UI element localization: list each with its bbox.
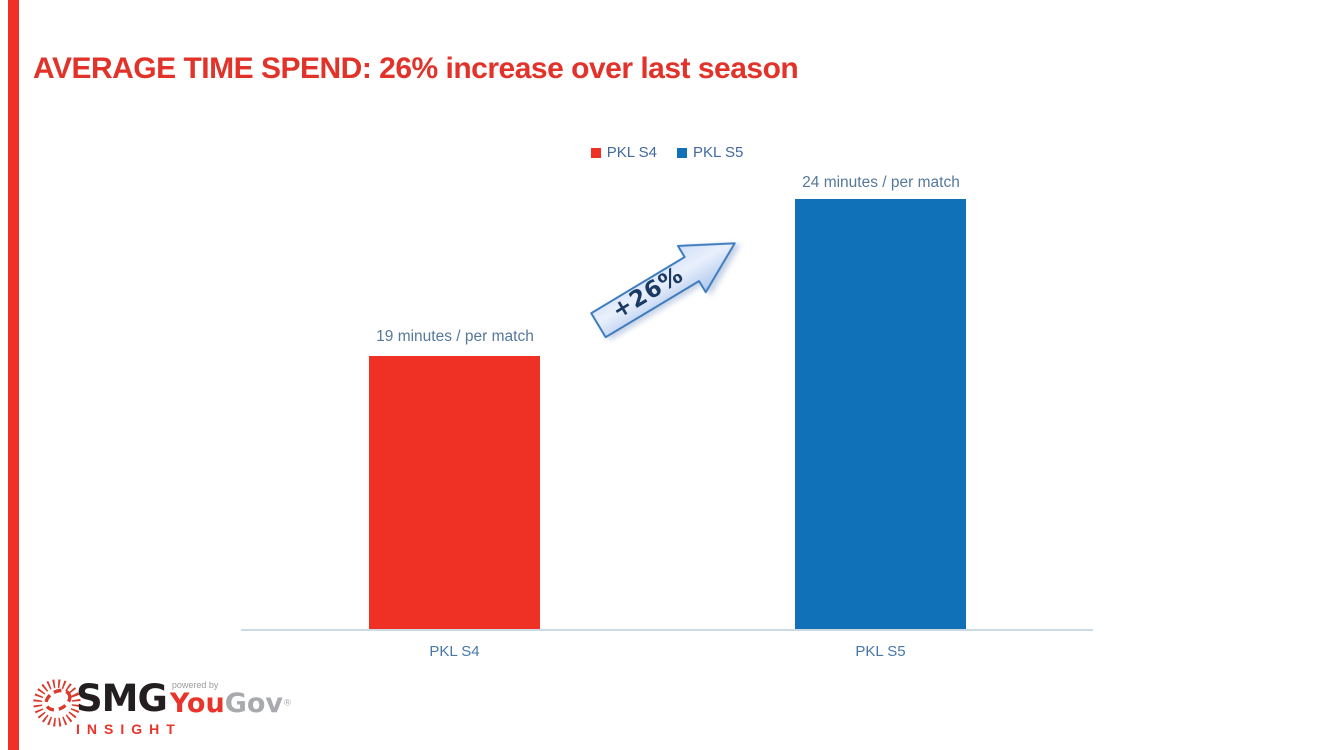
logo-insight-text: INSIGHT — [76, 721, 182, 737]
data-label-pkl-s4: 19 minutes / per match — [376, 328, 534, 345]
chart-legend: PKL S4 PKL S5 — [241, 144, 1093, 161]
category-label-pkl-s4: PKL S4 — [429, 643, 480, 660]
registered-trademark: ® — [283, 698, 292, 709]
legend-swatch-blue-icon — [677, 147, 687, 158]
category-label-pkl-s5: PKL S5 — [855, 643, 906, 660]
slide-title: AVERAGE TIME SPEND: 26% increase over la… — [33, 52, 799, 85]
logo-yougov-text: YouGov® — [170, 690, 292, 720]
legend-item-pkl-s5: PKL S5 — [677, 144, 743, 161]
left-accent-stripe — [8, 0, 19, 750]
x-axis-line — [241, 629, 1093, 631]
logo-powered-by-text: powered by — [171, 680, 219, 690]
bar-pkl-s4 — [369, 356, 540, 630]
logo-you-text: You — [169, 688, 225, 719]
bar-pkl-s5 — [795, 199, 966, 630]
increase-arrow: +26% — [580, 215, 754, 354]
legend-label-pkl-s5: PKL S5 — [693, 144, 744, 161]
legend-label-pkl-s4: PKL S4 — [606, 144, 657, 161]
logo-gov-text: Gov — [224, 688, 283, 719]
legend-swatch-red-icon — [590, 147, 601, 158]
smg-yougov-logo: SMG powered by YouGov® INSIGHT — [28, 674, 292, 744]
smg-spiral-icon — [33, 679, 81, 727]
logo-text-block: SMG powered by YouGov® INSIGHT — [76, 677, 292, 738]
legend-item-pkl-s4: PKL S4 — [590, 144, 657, 161]
block-arrow-icon — [590, 242, 736, 339]
logo-smg-text: SMG — [76, 677, 168, 720]
data-label-pkl-s5: 24 minutes / per match — [802, 174, 960, 191]
